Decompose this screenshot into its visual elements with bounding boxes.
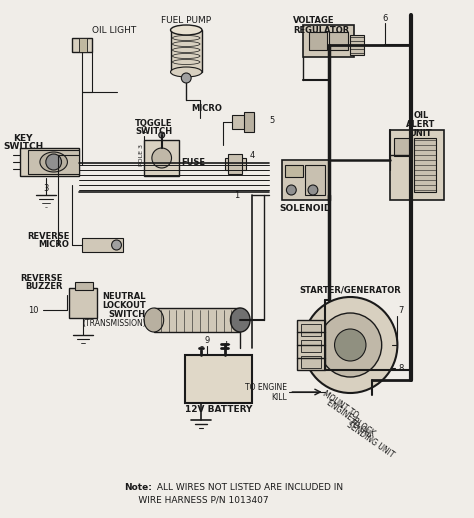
Text: MICRO: MICRO [191,104,223,112]
Bar [301,340,321,352]
Bar [301,324,321,336]
Text: SWITCH: SWITCH [135,126,173,136]
Text: BUZZER: BUZZER [25,281,63,291]
Text: ALERT: ALERT [406,120,436,128]
Bar [79,38,87,52]
Ellipse shape [171,25,202,35]
Text: NEUTRAL: NEUTRAL [102,292,146,300]
Bar [144,140,179,176]
Text: 7: 7 [399,306,404,314]
Bar [301,356,321,368]
Text: OIL: OIL [413,110,428,120]
Circle shape [319,313,382,377]
Text: SWITCH: SWITCH [3,141,43,151]
Bar [228,154,242,174]
Text: VOLTAGE: VOLTAGE [293,16,335,24]
Circle shape [303,297,397,393]
Bar [232,115,254,129]
Text: TO OIL: TO OIL [347,417,373,439]
Text: SENDING UNIT: SENDING UNIT [345,421,395,459]
Ellipse shape [230,308,250,332]
Text: 2: 2 [141,125,146,135]
Text: ENGINE BLOCK: ENGINE BLOCK [324,398,376,438]
Text: (TRANSMISSION): (TRANSMISSION) [82,319,146,327]
Text: LOCKOUT: LOCKOUT [102,300,146,309]
Text: Note:: Note: [124,483,152,493]
Text: KEY: KEY [13,134,33,142]
Text: -: - [199,341,203,351]
Ellipse shape [40,152,67,172]
Bar [69,288,97,318]
Bar [171,30,202,72]
Text: ALL WIRES NOT LISTED ARE INCLUDED IN: ALL WIRES NOT LISTED ARE INCLUDED IN [154,483,343,493]
Text: 9: 9 [204,336,210,344]
Text: TO ENGINE: TO ENGINE [246,383,287,393]
Text: 8: 8 [399,364,404,372]
Bar [394,138,412,156]
Ellipse shape [144,308,164,332]
Bar [297,320,325,370]
Text: POLE 3: POLE 3 [138,144,144,166]
Text: REGULATOR: REGULATOR [293,25,349,35]
Text: 3: 3 [43,183,48,193]
Bar [305,165,325,195]
Circle shape [182,73,191,83]
Bar [390,130,444,200]
Circle shape [159,132,164,138]
Text: SOLENOID: SOLENOID [279,204,331,212]
Circle shape [46,154,62,170]
Text: +: + [222,340,231,350]
Text: REVERSE: REVERSE [27,232,69,240]
Text: 12V BATTERY: 12V BATTERY [185,406,252,414]
Bar [414,138,436,192]
Ellipse shape [171,67,202,77]
Text: SWITCH: SWITCH [109,309,146,319]
Text: KILL: KILL [272,394,287,402]
Text: MOUNT TO: MOUNT TO [321,390,360,421]
Circle shape [152,148,172,168]
Text: 6: 6 [382,13,387,22]
Circle shape [335,329,366,361]
Text: STARTER/GENERATOR: STARTER/GENERATOR [300,285,401,295]
Bar [244,112,254,132]
Text: 4: 4 [249,151,255,160]
Bar [350,35,364,55]
Text: 1: 1 [234,191,239,199]
Bar [154,308,240,332]
Bar [282,160,328,200]
Circle shape [308,185,318,195]
Text: OIL LIGHT: OIL LIGHT [92,25,136,35]
Bar [28,150,79,174]
Circle shape [286,185,296,195]
Circle shape [111,240,121,250]
Text: FUSE: FUSE [181,157,205,166]
Bar [309,32,327,50]
Text: UNIT: UNIT [410,128,432,137]
Bar [73,38,92,52]
Text: 10: 10 [28,306,38,314]
Text: FUEL PUMP: FUEL PUMP [161,16,211,24]
Bar [285,165,303,177]
Bar [328,32,348,50]
Bar [20,148,79,176]
Text: MICRO: MICRO [38,239,69,249]
Text: REVERSE: REVERSE [20,274,63,282]
Text: TOGGLE: TOGGLE [135,119,173,127]
Bar [82,238,123,252]
Bar [185,355,252,403]
Bar [225,158,246,170]
Bar [303,25,354,57]
Bar [75,282,93,290]
Text: 5: 5 [269,116,274,124]
Text: WIRE HARNESS P/N 1013407: WIRE HARNESS P/N 1013407 [124,496,269,505]
